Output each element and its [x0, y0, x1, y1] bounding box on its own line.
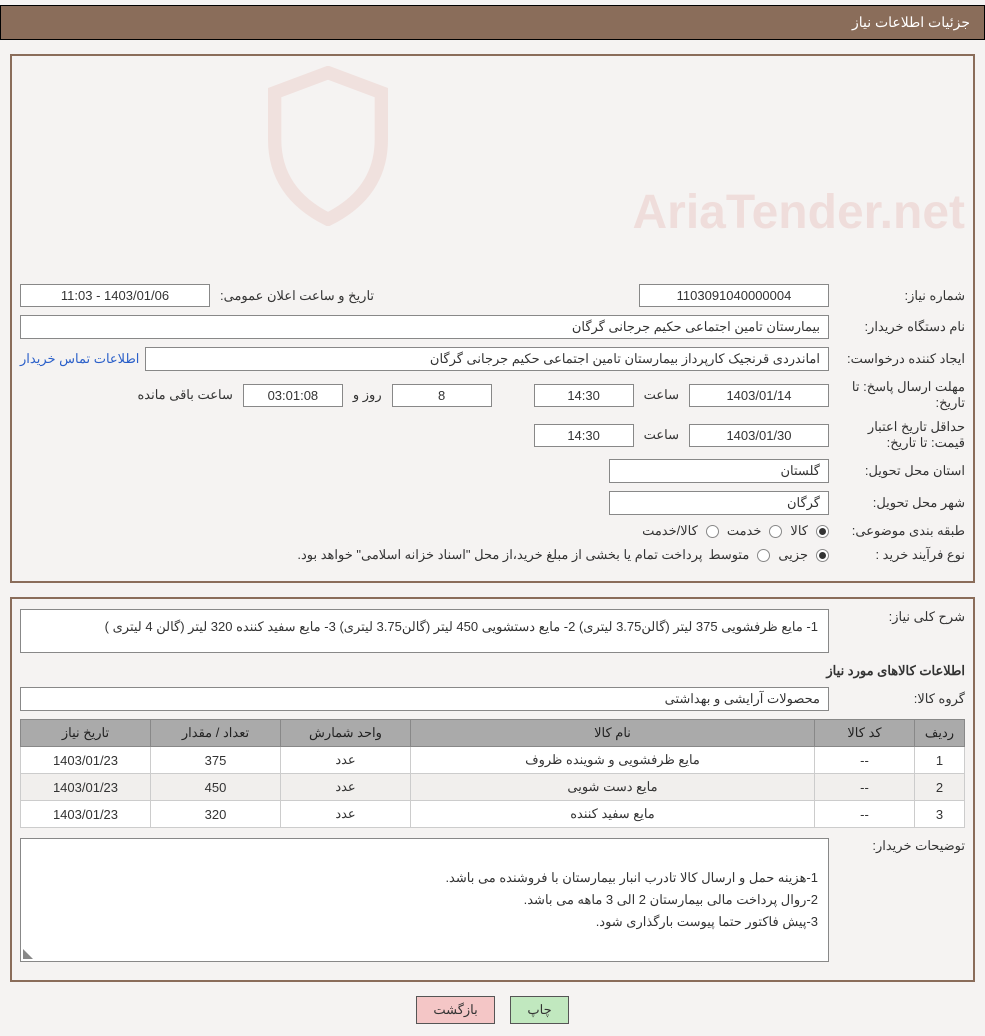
contact-info-link[interactable]: اطلاعات تماس خریدار — [20, 351, 139, 367]
remain-days-value: 8 — [392, 384, 492, 407]
price-valid-date-value: 1403/01/30 — [689, 424, 829, 447]
radio-service[interactable] — [769, 525, 782, 538]
remain-time-value: 03:01:08 — [243, 384, 343, 407]
table-row: 3--مایع سفید کنندهعدد3201403/01/23 — [21, 801, 965, 828]
table-row: 1--مایع ظرفشویی و شوینده ظروفعدد3751403/… — [21, 747, 965, 774]
table-cell: عدد — [281, 774, 411, 801]
time-label-1: ساعت — [644, 387, 679, 403]
radio-goods-label: کالا — [790, 523, 808, 539]
radio-goods[interactable] — [816, 525, 829, 538]
th-name: نام کالا — [411, 720, 815, 747]
table-cell: عدد — [281, 747, 411, 774]
proc-note: پرداخت تمام یا بخشی از مبلغ خرید،از محل … — [20, 547, 702, 563]
category-radio-group: کالا خدمت کالا/خدمت — [642, 523, 829, 539]
detail-panel: شرح کلی نیاز: 1- مایع ظرفشویی 375 لیتر (… — [10, 597, 975, 982]
province-value: گلستان — [609, 459, 829, 483]
remaining-label: ساعت باقی مانده — [137, 387, 232, 403]
table-cell: 375 — [151, 747, 281, 774]
need-number-value: 1103091040000004 — [639, 284, 829, 307]
desc-textarea[interactable]: 1- مایع ظرفشویی 375 لیتر (گالن3.75 لیتری… — [20, 609, 829, 653]
notes-text: 1-هزینه حمل و ارسال کالا تادرب انبار بیم… — [445, 870, 818, 929]
watermark-text: AriaTender.net — [20, 185, 965, 240]
city-value: گرگان — [609, 491, 829, 515]
table-cell: 1 — [915, 747, 965, 774]
table-cell: 450 — [151, 774, 281, 801]
public-date-label: تاریخ و ساعت اعلان عمومی: — [220, 288, 374, 304]
radio-goods-service[interactable] — [706, 525, 719, 538]
need-info-panel: AriaTender.net شماره نیاز: 1103091040000… — [10, 54, 975, 583]
notes-label: توضیحات خریدار: — [835, 838, 965, 854]
category-label: طبقه بندی موضوعی: — [835, 523, 965, 539]
org-value: بیمارستان تامین اجتماعی حکیم جرجانی گرگا… — [20, 315, 829, 339]
print-button[interactable]: چاپ — [510, 996, 568, 1024]
th-unit: واحد شمارش — [281, 720, 411, 747]
proc-type-label: نوع فرآیند خرید : — [835, 547, 965, 563]
notes-textarea[interactable]: 1-هزینه حمل و ارسال کالا تادرب انبار بیم… — [20, 838, 829, 962]
table-cell: 2 — [915, 774, 965, 801]
city-label: شهر محل تحویل: — [835, 495, 965, 511]
requester-label: ایجاد کننده درخواست: — [835, 351, 965, 367]
deadline-time-value: 14:30 — [534, 384, 634, 407]
table-cell: -- — [815, 774, 915, 801]
radio-medium[interactable] — [757, 549, 770, 562]
th-qty: تعداد / مقدار — [151, 720, 281, 747]
need-number-label: شماره نیاز: — [835, 288, 965, 304]
table-cell: عدد — [281, 801, 411, 828]
radio-partial[interactable] — [816, 549, 829, 562]
days-and-label: روز و — [353, 387, 382, 403]
radio-medium-label: متوسط — [708, 547, 749, 563]
radio-service-label: خدمت — [727, 523, 762, 539]
back-button[interactable]: بازگشت — [416, 996, 494, 1024]
table-cell: 1403/01/23 — [21, 747, 151, 774]
button-row: چاپ بازگشت — [0, 996, 985, 1024]
goods-section-title: اطلاعات کالاهای مورد نیاز — [20, 663, 965, 679]
table-cell: مایع سفید کننده — [411, 801, 815, 828]
proc-type-radio-group: جزیی متوسط — [708, 547, 829, 563]
radio-goods-service-label: کالا/خدمت — [642, 523, 698, 539]
group-label: گروه کالا: — [835, 691, 965, 707]
requester-value: اماندردی قرنجیک کارپرداز بیمارستان تامین… — [145, 347, 829, 371]
table-cell: -- — [815, 801, 915, 828]
table-cell: 1403/01/23 — [21, 801, 151, 828]
table-cell: مایع ظرفشویی و شوینده ظروف — [411, 747, 815, 774]
watermark-shield-icon — [0, 66, 398, 229]
table-cell: 320 — [151, 801, 281, 828]
group-value: محصولات آرایشی و بهداشتی — [20, 687, 829, 711]
th-code: کد کالا — [815, 720, 915, 747]
table-cell: -- — [815, 747, 915, 774]
table-cell: مایع دست شویی — [411, 774, 815, 801]
price-valid-time-value: 14:30 — [534, 424, 634, 447]
deadline-label: مهلت ارسال پاسخ: تا تاریخ: — [835, 379, 965, 411]
table-row: 2--مایع دست شوییعدد4501403/01/23 — [21, 774, 965, 801]
table-cell: 1403/01/23 — [21, 774, 151, 801]
table-cell: 3 — [915, 801, 965, 828]
time-label-2: ساعت — [644, 427, 679, 443]
th-date: تاریخ نیاز — [21, 720, 151, 747]
radio-partial-label: جزیی — [778, 547, 808, 563]
desc-label: شرح کلی نیاز: — [835, 609, 965, 625]
price-valid-label: حداقل تاریخ اعتبار قیمت: تا تاریخ: — [835, 419, 965, 451]
province-label: استان محل تحویل: — [835, 463, 965, 479]
resize-handle-icon[interactable] — [23, 949, 33, 959]
org-label: نام دستگاه خریدار: — [835, 319, 965, 335]
deadline-date-value: 1403/01/14 — [689, 384, 829, 407]
goods-table: ردیف کد کالا نام کالا واحد شمارش تعداد /… — [20, 719, 965, 828]
public-date-value: 1403/01/06 - 11:03 — [20, 284, 210, 307]
th-row: ردیف — [915, 720, 965, 747]
page-title: جزئیات اطلاعات نیاز — [852, 14, 970, 30]
page-header: جزئیات اطلاعات نیاز — [0, 5, 985, 40]
